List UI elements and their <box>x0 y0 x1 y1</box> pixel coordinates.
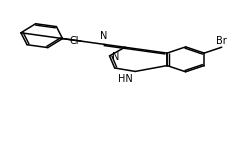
Text: N: N <box>112 52 119 62</box>
Text: N: N <box>100 31 107 41</box>
Text: Cl: Cl <box>69 36 78 46</box>
Text: Br: Br <box>215 36 226 46</box>
Text: HN: HN <box>117 74 132 84</box>
